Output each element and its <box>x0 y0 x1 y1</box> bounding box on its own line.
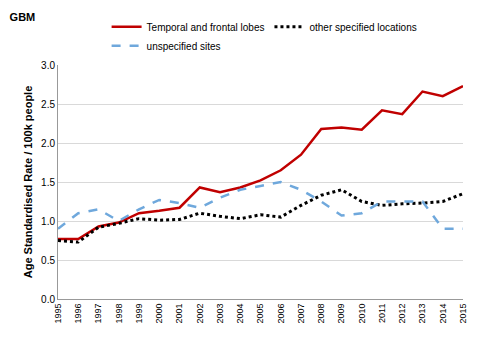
svg-text:1995: 1995 <box>53 304 63 324</box>
svg-text:2011: 2011 <box>377 304 387 323</box>
svg-text:3.0: 3.0 <box>41 60 55 71</box>
svg-text:unspecified sites: unspecified sites <box>147 41 221 52</box>
svg-text:2014: 2014 <box>438 304 448 324</box>
svg-text:2010: 2010 <box>357 304 367 324</box>
svg-text:2000: 2000 <box>154 304 164 324</box>
svg-text:2004: 2004 <box>235 304 245 324</box>
svg-text:2.5: 2.5 <box>41 99 55 110</box>
svg-text:1996: 1996 <box>73 304 83 324</box>
svg-text:1999: 1999 <box>134 304 144 324</box>
svg-text:0.5: 0.5 <box>41 255 55 266</box>
svg-text:2001: 2001 <box>174 304 184 324</box>
svg-text:1997: 1997 <box>93 304 103 324</box>
svg-text:2008: 2008 <box>316 304 326 324</box>
svg-text:2005: 2005 <box>255 304 265 324</box>
svg-text:other specified locations: other specified locations <box>309 22 416 33</box>
svg-text:0.0: 0.0 <box>41 294 55 305</box>
svg-text:2002: 2002 <box>195 304 205 324</box>
svg-text:1.5: 1.5 <box>41 177 55 188</box>
svg-text:1998: 1998 <box>114 304 124 324</box>
svg-text:2012: 2012 <box>397 304 407 324</box>
svg-text:2.0: 2.0 <box>41 138 55 149</box>
svg-text:2006: 2006 <box>276 304 286 324</box>
svg-text:2009: 2009 <box>336 304 346 324</box>
svg-text:Temporal and frontal lobes: Temporal and frontal lobes <box>147 22 265 33</box>
svg-text:2015: 2015 <box>458 304 468 324</box>
svg-text:GBM: GBM <box>10 11 36 23</box>
svg-text:2007: 2007 <box>296 304 306 324</box>
svg-text:2003: 2003 <box>215 304 225 324</box>
svg-text:2013: 2013 <box>417 304 427 324</box>
svg-text:Age Standardised Rate / 100k p: Age Standardised Rate / 100k people <box>22 86 34 279</box>
svg-text:1.0: 1.0 <box>41 216 55 227</box>
